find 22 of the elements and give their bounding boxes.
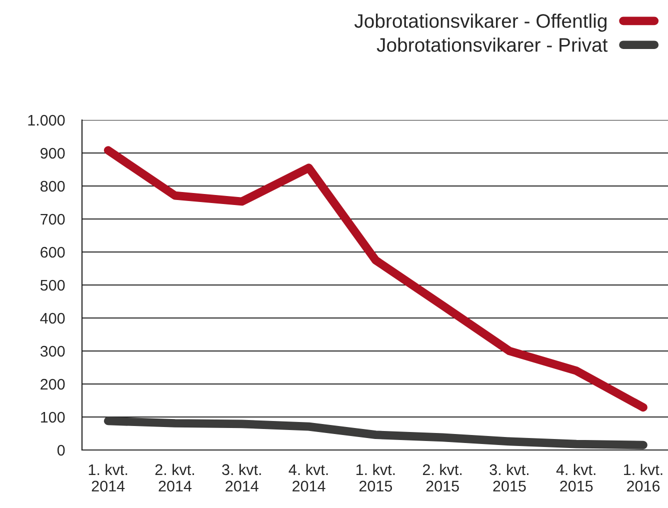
x-tick-label: 4. kvt. 2014 xyxy=(288,464,328,492)
y-tick-label: 200 xyxy=(40,378,65,390)
x-tick-label: 1. kvt. 2014 xyxy=(88,464,128,492)
y-tick-label: 0 xyxy=(57,444,65,456)
y-tick-label: 800 xyxy=(40,180,65,192)
y-tick-label: 300 xyxy=(40,346,65,357)
y-tick-label: 600 xyxy=(40,246,65,258)
y-tick-label: 700 xyxy=(40,214,65,225)
y-tick-label: 500 xyxy=(40,280,65,291)
x-tick-label: 2. kvt. 2014 xyxy=(155,464,194,492)
x-tick-label: 2. kvt. 2015 xyxy=(422,464,462,492)
y-tick-label: 900 xyxy=(40,148,65,159)
x-tick-label: 4. kvt. 2015 xyxy=(556,464,596,492)
x-tick-label: 1. kvt. 2015 xyxy=(356,464,395,492)
legend-label: Jobrotationsvikarer - Privat xyxy=(376,38,608,52)
x-tick-label: 3. kvt. 2014 xyxy=(222,464,261,492)
x-tick-label: 3. kvt. 2015 xyxy=(490,464,528,492)
x-tick-label: 1. kvt. 2016 xyxy=(624,464,662,492)
y-tick-label: 400 xyxy=(40,312,65,324)
y-tick-label: 1.000 xyxy=(28,114,65,126)
legend-label: Jobrotationsvikarer - Offentlig xyxy=(354,14,606,32)
y-tick-label: 100 xyxy=(41,412,65,423)
